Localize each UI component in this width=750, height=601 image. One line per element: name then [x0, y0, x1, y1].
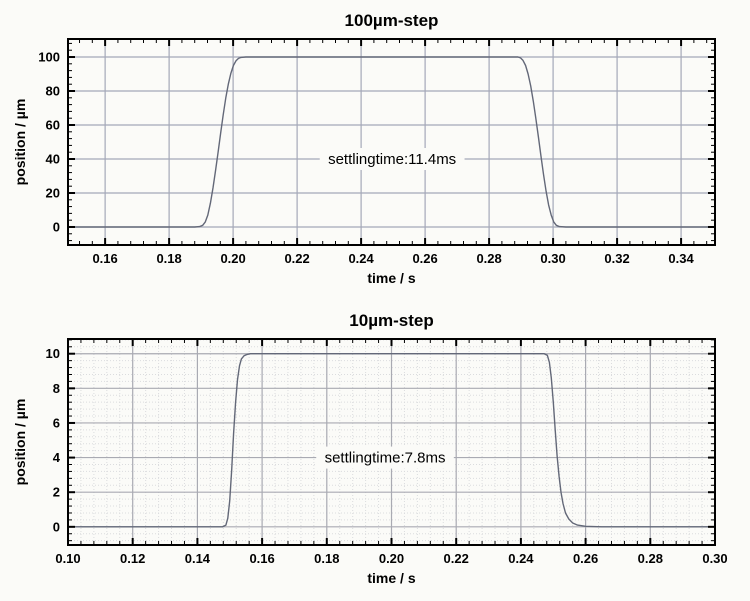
annotation-settling-time: settlingtime:11.4ms	[328, 151, 456, 168]
chart-10um-step-svg: settlingtime:7.8ms 0.10 0.12 0.14 0.16 0.18 0.…	[12, 311, 728, 586]
major-ticks	[68, 39, 715, 245]
x-tick-label: 0.32	[604, 251, 629, 266]
chart-10um-step: settlingtime:7.8ms 0.10 0.12 0.14 0.16 0.18 0.…	[0, 300, 750, 600]
x-tick-label: 0.24	[508, 551, 534, 566]
y-tick-label: 6	[53, 415, 60, 430]
x-tick-label: 0.16	[249, 551, 274, 566]
y-axis-label: position / µm	[12, 99, 28, 186]
x-tick-label: 0.26	[412, 251, 437, 266]
y-tick-label: 20	[46, 185, 60, 200]
major-ticks	[67, 339, 716, 545]
chart-100um-step: settlingtime:11.4ms 0.16 0.18 0.20 0.22 0.24 0…	[0, 0, 750, 300]
annotation-background	[316, 446, 454, 469]
trace-line	[67, 56, 716, 228]
trace-line	[67, 353, 716, 528]
x-axis-label: time / s	[367, 570, 415, 586]
x-tick-label: 0.28	[476, 251, 501, 266]
x-tick-label: 0.24	[348, 251, 374, 266]
minor-ticks	[68, 339, 715, 545]
x-tick-label: 0.20	[379, 551, 404, 566]
x-tick-label: 0.16	[92, 251, 117, 266]
y-tick-label: 40	[46, 151, 60, 166]
plot-frame	[67, 38, 716, 246]
y-tick-label: 10	[46, 346, 60, 361]
y-tick-label: 60	[46, 118, 60, 133]
chart-title: 10µm-step	[349, 311, 433, 330]
x-tick-label: 0.26	[573, 551, 598, 566]
major-gridlines	[67, 339, 716, 545]
y-tick-label: 0	[53, 219, 60, 234]
x-tick-label: 0.18	[156, 251, 181, 266]
x-tick-label: 0.28	[638, 551, 663, 566]
x-tick-label: 0.30	[702, 551, 727, 566]
annotation-settling-time: settlingtime:7.8ms	[325, 450, 446, 467]
y-tick-label: 100	[38, 50, 60, 65]
x-tick-label: 0.20	[220, 251, 245, 266]
x-tick-label: 0.12	[120, 551, 145, 566]
chart-100um-step-svg: settlingtime:11.4ms 0.16 0.18 0.20 0.22 0.24 0…	[12, 11, 716, 286]
y-tick-label: 8	[53, 381, 60, 396]
x-tick-label: 0.22	[444, 551, 469, 566]
y-tick-label: 2	[53, 485, 60, 500]
y-tick-label: 4	[53, 450, 61, 465]
y-tick-label: 0	[53, 519, 60, 534]
x-tick-label: 0.22	[284, 251, 309, 266]
chart-title: 100µm-step	[345, 11, 439, 30]
x-tick-label: 0.10	[55, 551, 80, 566]
x-tick-label: 0.14	[185, 551, 211, 566]
y-tick-label: 80	[46, 84, 60, 99]
x-tick-label: 0.30	[540, 251, 565, 266]
x-tick-label: 0.18	[314, 551, 339, 566]
minor-ticks	[68, 39, 715, 245]
major-gridlines	[68, 39, 715, 245]
minor-gridlines	[68, 339, 715, 545]
x-axis-label: time / s	[367, 270, 415, 286]
y-axis-label: position / µm	[12, 399, 28, 486]
x-tick-label: 0.34	[668, 251, 694, 266]
annotation-background	[319, 147, 465, 170]
